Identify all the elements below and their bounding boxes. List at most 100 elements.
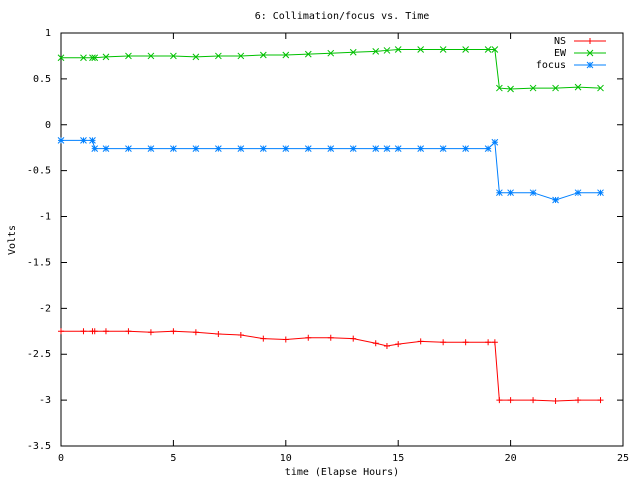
legend-label: EW [554, 48, 567, 59]
data-point [530, 397, 537, 404]
data-point [170, 145, 177, 152]
data-point [89, 137, 96, 144]
chart-title: 6: Collimation/focus vs. Time [255, 11, 430, 22]
data-point [215, 145, 222, 152]
data-point [597, 397, 604, 404]
data-point [192, 329, 199, 336]
data-point [89, 54, 96, 62]
data-point [462, 46, 469, 53]
y-tick-label: 0 [45, 120, 51, 131]
data-point [349, 145, 357, 152]
y-tick-label: -2 [39, 303, 51, 314]
data-point [383, 145, 391, 152]
data-point [259, 51, 267, 59]
data-point [417, 46, 425, 53]
data-point [440, 339, 447, 346]
data-point [597, 189, 604, 197]
data-point [125, 328, 132, 335]
data-point [507, 397, 514, 404]
y-tick-label: -0.5 [27, 166, 51, 177]
x-tick-label: 20 [505, 453, 517, 464]
data-point [58, 328, 64, 335]
data-point [496, 84, 503, 92]
data-point [507, 189, 514, 197]
data-point [597, 84, 604, 92]
data-point [417, 145, 425, 152]
data-point [529, 84, 537, 92]
data-point [215, 331, 222, 338]
data-point [91, 328, 98, 335]
data-point [462, 339, 469, 346]
data-point [484, 145, 492, 152]
y-tick-label: 0.5 [33, 74, 51, 85]
y-tick-label: -2.5 [27, 349, 51, 360]
legend-label: NS [554, 36, 566, 47]
data-point [496, 397, 503, 404]
y-tick-label: -1 [39, 212, 51, 223]
data-point [383, 342, 390, 349]
data-point [80, 54, 87, 62]
data-point [349, 48, 357, 56]
data-point [170, 52, 177, 60]
data-point [147, 52, 155, 60]
data-point [574, 83, 582, 91]
data-point [304, 50, 312, 58]
y-tick-label: -3.5 [27, 441, 51, 452]
data-point [491, 339, 498, 346]
data-point [237, 52, 245, 60]
data-point [372, 340, 379, 347]
data-point [102, 328, 109, 335]
data-point [372, 145, 380, 152]
data-point [552, 84, 559, 92]
data-point [491, 46, 499, 53]
legend-marker [587, 38, 593, 44]
data-point [327, 334, 334, 341]
data-point [305, 334, 312, 341]
data-point [327, 145, 335, 152]
data-point [485, 339, 492, 346]
x-tick-label: 25 [617, 453, 629, 464]
data-point [192, 145, 200, 152]
data-point [491, 138, 499, 146]
legend-marker [586, 49, 594, 57]
data-point [574, 189, 582, 197]
data-point [439, 46, 447, 53]
legend-label: focus [536, 60, 566, 71]
data-point [507, 85, 514, 93]
data-point [192, 53, 200, 61]
data-point [237, 145, 245, 152]
data-point [102, 53, 110, 61]
data-point [417, 338, 424, 345]
data-point [282, 51, 290, 59]
data-point [529, 189, 537, 197]
data-point [372, 48, 380, 55]
data-point [383, 47, 391, 54]
x-tick-label: 0 [58, 453, 64, 464]
data-point [237, 331, 244, 338]
data-point [125, 52, 132, 60]
x-axis-label: time (Elapse Hours) [285, 467, 399, 478]
data-point [91, 145, 99, 152]
data-point [91, 54, 99, 62]
data-point [259, 145, 267, 152]
y-tick-label: -3 [39, 395, 51, 406]
y-tick-label: -1.5 [27, 257, 51, 268]
data-point [80, 137, 87, 144]
data-point [170, 328, 177, 335]
data-point [282, 145, 290, 152]
series-line [61, 330, 601, 402]
data-point [102, 145, 110, 152]
data-point [395, 341, 402, 348]
data-point [552, 398, 559, 405]
x-tick-label: 5 [170, 453, 176, 464]
y-tick-label: 1 [45, 28, 51, 39]
data-point [125, 145, 132, 152]
data-point [260, 335, 267, 342]
data-point [57, 54, 65, 62]
data-point [215, 52, 222, 60]
data-point [304, 145, 312, 152]
series-line [61, 49, 601, 90]
data-point [462, 145, 469, 152]
data-point [496, 189, 503, 197]
